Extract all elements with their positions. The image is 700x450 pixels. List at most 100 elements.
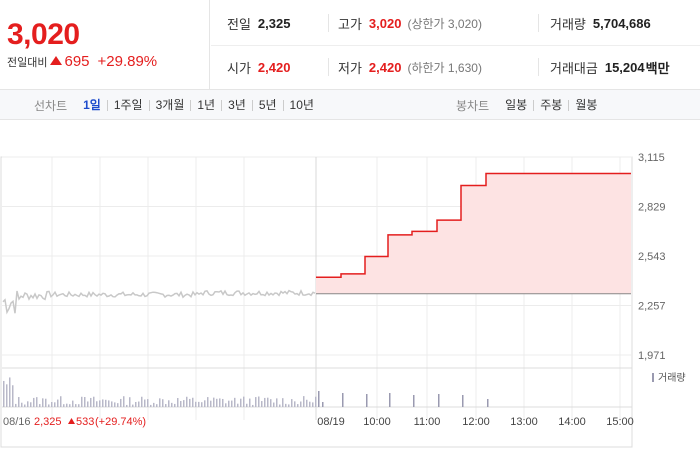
volume-bar bbox=[195, 401, 197, 407]
volume-bar bbox=[141, 396, 143, 407]
high-price: 고가 3,020 (상한가 3,020) bbox=[338, 15, 482, 32]
volume-bar bbox=[255, 397, 257, 407]
volume-bar bbox=[33, 397, 35, 407]
volume-bar bbox=[96, 401, 98, 407]
period-5y[interactable]: 5년 bbox=[251, 99, 283, 111]
volume-bar bbox=[45, 398, 47, 407]
period-10y[interactable]: 10년 bbox=[282, 99, 320, 111]
quote-info-grid: 전일 2,325 고가 3,020 (상한가 3,020) 거래량 5,704,… bbox=[211, 0, 700, 90]
volume-bar bbox=[252, 404, 254, 407]
volume-bar bbox=[294, 401, 296, 407]
volume-bar bbox=[63, 404, 65, 407]
volume-bar bbox=[366, 394, 368, 407]
volume-bar bbox=[389, 393, 391, 407]
y-tick-label: 2,829 bbox=[638, 202, 666, 214]
volume-bar bbox=[243, 396, 245, 407]
volume-bar bbox=[66, 403, 68, 407]
prev-day-change-label: 533 bbox=[76, 416, 94, 428]
volume-bar bbox=[192, 397, 194, 407]
x-tick-label: 13:00 bbox=[510, 416, 538, 428]
volume-bar bbox=[18, 397, 20, 407]
volume-bar bbox=[487, 399, 489, 407]
volume-bar bbox=[57, 399, 59, 407]
volume-bar bbox=[237, 403, 239, 407]
volume-bar bbox=[276, 398, 278, 407]
period-3y[interactable]: 3년 bbox=[221, 99, 252, 111]
volume-bar bbox=[300, 401, 302, 407]
row-divider bbox=[211, 45, 700, 46]
candle-daily[interactable]: 일봉 bbox=[505, 97, 528, 112]
volume-bar bbox=[150, 404, 152, 407]
volume-bar bbox=[246, 403, 248, 407]
volume-bar bbox=[102, 399, 104, 407]
prev-day-up-icon bbox=[68, 418, 75, 424]
volume-bar bbox=[177, 398, 179, 407]
period-1y[interactable]: 1년 bbox=[190, 99, 221, 111]
period-1w[interactable]: 1주일 bbox=[106, 99, 149, 111]
volume-bar bbox=[39, 404, 41, 407]
volume-bar bbox=[270, 399, 272, 407]
volume-bar bbox=[322, 402, 324, 407]
volume-bar bbox=[135, 401, 137, 407]
volume-bar bbox=[3, 380, 5, 407]
volume-bar bbox=[72, 400, 74, 407]
volume-bar bbox=[78, 404, 80, 407]
volume-bar bbox=[21, 402, 23, 407]
candle-monthly[interactable]: 월봉 bbox=[568, 99, 603, 111]
period-3m[interactable]: 3개월 bbox=[148, 99, 191, 111]
volume-bar bbox=[180, 401, 182, 407]
volume-bar bbox=[312, 402, 314, 407]
trade-amount: 거래대금 15,204 백만 bbox=[550, 59, 670, 76]
period-1d[interactable]: 1일 bbox=[83, 97, 101, 112]
today-price-area bbox=[316, 173, 631, 294]
x-tick-label: 12:00 bbox=[462, 416, 490, 428]
volume-bar bbox=[6, 384, 8, 407]
candle-chart-periods: 봉차트 일봉 주봉 월봉 bbox=[456, 90, 603, 120]
volume-bar bbox=[87, 401, 89, 407]
volume-bar bbox=[30, 402, 32, 407]
prev-day-price-line bbox=[2, 289, 316, 315]
candle-weekly[interactable]: 주봉 bbox=[533, 99, 568, 111]
price-chart[interactable]: 3,115 2,829 2,543 2,257 1,971 거래량 08/16 2,325 53… bbox=[0, 120, 700, 450]
x-tick-label: 08/19 bbox=[317, 416, 345, 428]
volume-bar bbox=[342, 393, 344, 407]
volume-bar bbox=[84, 397, 86, 407]
volume-bar bbox=[171, 402, 173, 407]
volume-bar bbox=[183, 400, 185, 407]
volume-bar bbox=[126, 404, 128, 407]
change-label: 전일대비 bbox=[7, 56, 48, 69]
volume-bar bbox=[15, 403, 17, 407]
volume-bar bbox=[231, 400, 233, 407]
volume-legend-swatch bbox=[652, 373, 654, 382]
volume-bar bbox=[90, 397, 92, 407]
volume-bar bbox=[297, 404, 299, 407]
volume-bar bbox=[48, 404, 50, 407]
volume-bar bbox=[153, 402, 155, 407]
volume-bar bbox=[99, 400, 101, 407]
volume-bar bbox=[42, 398, 44, 407]
x-tick-label: 10:00 bbox=[363, 416, 391, 428]
change-rate: +29.89% bbox=[97, 53, 158, 70]
open-price: 시가 2,420 bbox=[227, 59, 291, 76]
y-tick-label: 1,971 bbox=[638, 350, 666, 362]
line-chart-label: 선차트 bbox=[34, 98, 68, 113]
volume-bar bbox=[114, 402, 116, 407]
x-tick-label: 15:00 bbox=[606, 416, 634, 428]
volume-bar bbox=[9, 377, 11, 407]
volume-bar bbox=[207, 397, 209, 407]
volume-bar bbox=[291, 399, 293, 407]
volume-bar bbox=[93, 396, 95, 407]
volume-bar bbox=[36, 397, 38, 407]
volume-bar bbox=[204, 400, 206, 407]
volume-bar bbox=[138, 401, 140, 407]
col-divider bbox=[538, 58, 539, 76]
volume-bar bbox=[261, 401, 263, 407]
volume-bar bbox=[108, 400, 110, 407]
prev-day-close-label: 2,325 bbox=[34, 416, 62, 428]
volume-bar bbox=[249, 398, 251, 407]
volume-bar bbox=[216, 398, 218, 407]
current-price-box: 3,020 전일대비 695 +29.89% bbox=[0, 0, 210, 90]
volume-bar bbox=[105, 399, 107, 407]
line-chart-periods: 선차트 1일 1주일 3개월 1년 3년 5년 10년 bbox=[34, 90, 320, 120]
volume-bar bbox=[438, 394, 440, 407]
